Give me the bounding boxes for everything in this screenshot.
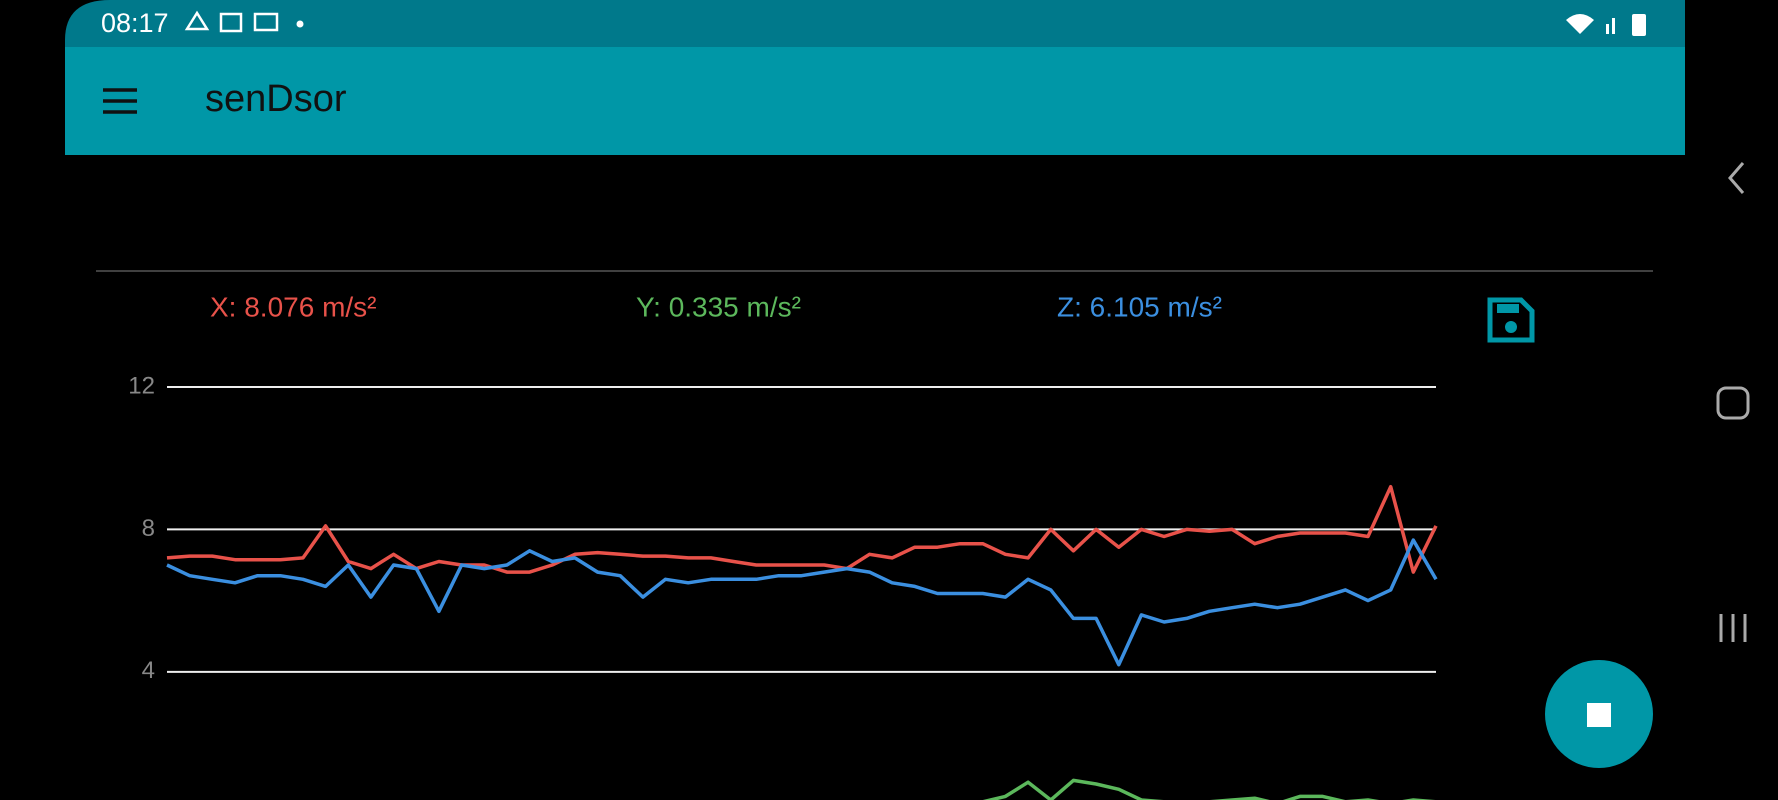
- nav-home[interactable]: [1716, 386, 1750, 420]
- status-icons: [184, 10, 279, 33]
- series-line: [166, 484, 1438, 574]
- lines: [166, 484, 1438, 800]
- plot: 4 8 12: [128, 372, 1438, 800]
- status-dot: [296, 20, 304, 28]
- reading-y: Y: 0.335 m/s²: [636, 291, 801, 322]
- stop-button[interactable]: [1545, 660, 1653, 768]
- series-line: [166, 538, 1438, 667]
- status-time: 08:17: [101, 8, 169, 38]
- nav-back[interactable]: [1728, 162, 1745, 194]
- app-title: senDsor: [205, 78, 347, 120]
- save-button[interactable]: [1487, 297, 1535, 343]
- y-tick-label: 12: [128, 372, 155, 399]
- menu-button[interactable]: [103, 88, 137, 114]
- reading-z: Z: 6.105 m/s²: [1057, 291, 1222, 322]
- nav-bar: [1716, 162, 1750, 642]
- nav-recents[interactable]: [1719, 614, 1747, 642]
- y-tick-label: 4: [142, 657, 155, 684]
- system-icons: [1566, 14, 1646, 36]
- y-tick-label: 8: [142, 515, 155, 542]
- status-bar: [65, 0, 1685, 47]
- reading-x: X: 8.076 m/s²: [210, 291, 377, 322]
- series-line: [982, 778, 1436, 800]
- app-bar: [65, 47, 1685, 155]
